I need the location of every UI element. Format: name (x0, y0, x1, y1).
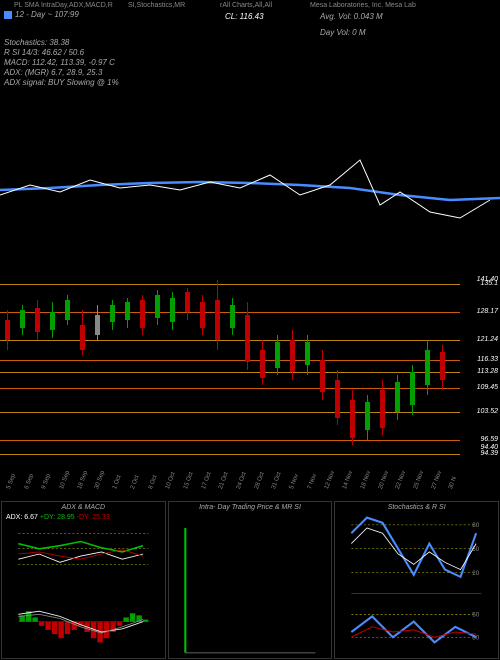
avg-vol: Avg. Vol: 0.043 M (320, 12, 383, 21)
price-axis: 141.40135.1128.17121.24116.33113.28109.4… (460, 280, 500, 470)
top-label-1: PL SMA IntraDay,ADX,MACD,R (14, 2, 113, 9)
top-label-2: SI,Stochastics,MR (128, 2, 185, 9)
day-vol: Day Vol: 0 M (320, 28, 366, 37)
upper-line-chart (0, 100, 500, 260)
svg-text:50: 50 (473, 611, 480, 618)
adx-macd-panel: ADX & MACD ADX: 6.67 +DY: 28.95 -DY: 25.… (1, 501, 166, 659)
macd-val: MACD: 112.42, 113.39, -0.97 C (4, 58, 115, 67)
sma-color-box (4, 11, 12, 19)
close-value: CL: 116.43 (225, 12, 264, 21)
rsi-val: R SI 14/3: 46.62 / 50.6 (4, 48, 84, 57)
stochastics-panel: Stochastics & R SI 8050205030 (334, 501, 499, 659)
stoch-title: Stochastics & R SI (388, 504, 446, 511)
top-label-3: rAll Charts,All,All (220, 2, 272, 9)
stochastics-val: Stochastics: 38.38 (4, 38, 69, 47)
sma-legend: 12 - Day ~ 107:99 (4, 10, 79, 19)
adx-signal: ADX signal: BUY Slowing @ 1% (4, 78, 119, 87)
svg-text:80: 80 (473, 522, 480, 529)
svg-text:20: 20 (473, 570, 480, 577)
adx-values-text: ADX: 6.67 +DY: 28.95 -DY: 25.33 (6, 514, 110, 521)
sma-label: 12 - Day ~ 107:99 (15, 10, 79, 19)
intraday-panel: Intra- Day Trading Price & MR SI (168, 501, 333, 659)
candlestick-chart (0, 280, 460, 470)
indicator-panels: ADX & MACD ADX: 6.67 +DY: 28.95 -DY: 25.… (0, 500, 500, 660)
adx-val: ADX: (MGR) 6.7, 28.9, 25.3 (4, 68, 102, 77)
date-axis: 5 Sep6 Sep9 Sep10 Sep18 Sep30 Sep1 Oct2 … (0, 472, 460, 494)
top-label-4: Mesa Laboratories, Inc. Mesa Lab (310, 2, 416, 9)
intraday-title: Intra- Day Trading Price & MR SI (199, 504, 301, 511)
adx-macd-title: ADX & MACD (62, 504, 106, 511)
svg-text:50: 50 (473, 546, 480, 553)
